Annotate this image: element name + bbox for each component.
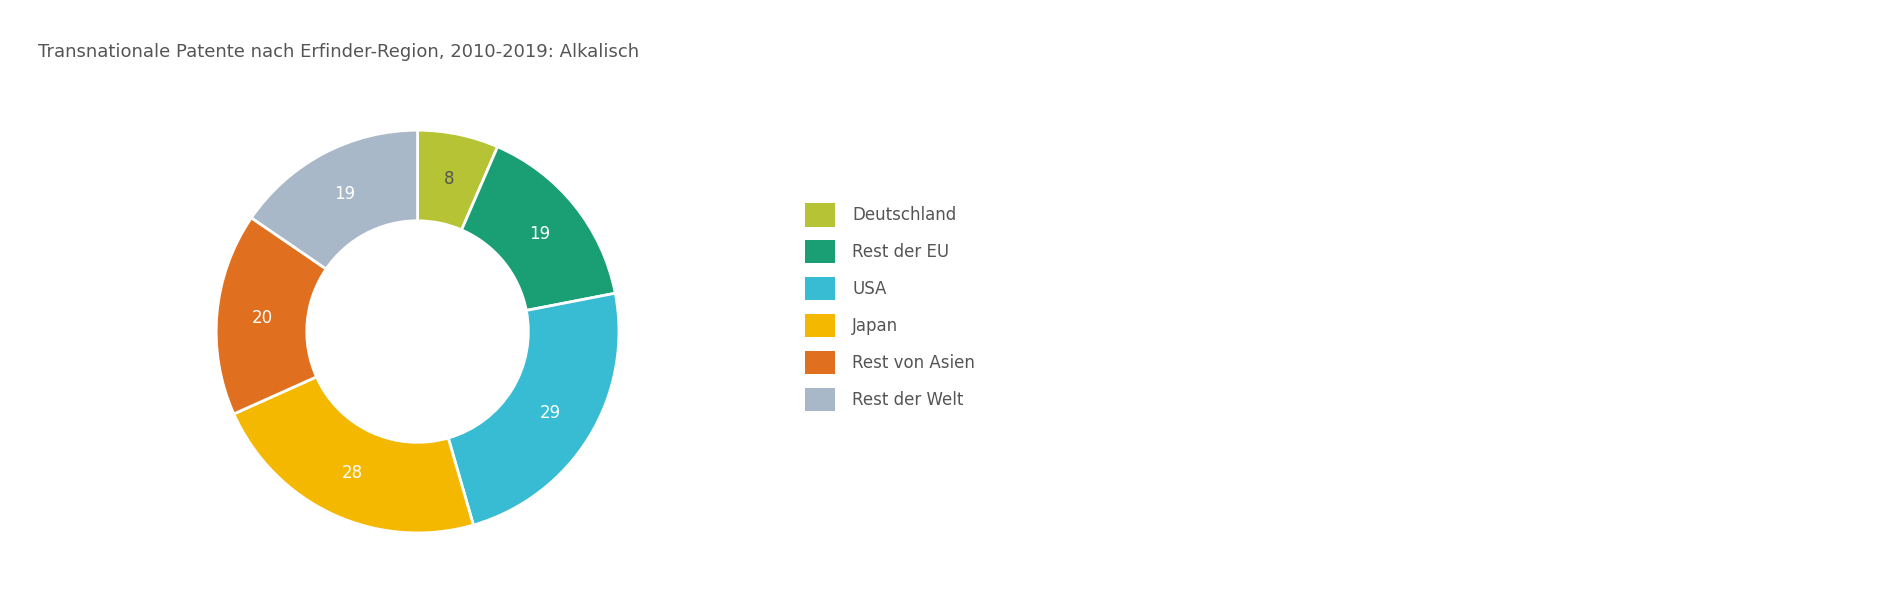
Text: Transnationale Patente nach Erfinder-Region, 2010-2019: Alkalisch: Transnationale Patente nach Erfinder-Reg… bbox=[38, 43, 640, 61]
Text: 28: 28 bbox=[342, 464, 363, 482]
Text: 19: 19 bbox=[334, 184, 355, 203]
Wedge shape bbox=[233, 377, 473, 533]
Wedge shape bbox=[461, 147, 615, 311]
Wedge shape bbox=[448, 293, 619, 525]
Text: 19: 19 bbox=[530, 225, 550, 243]
Wedge shape bbox=[418, 130, 497, 230]
Text: 8: 8 bbox=[444, 169, 454, 188]
Legend: Deutschland, Rest der EU, USA, Japan, Rest von Asien, Rest der Welt: Deutschland, Rest der EU, USA, Japan, Re… bbox=[805, 203, 976, 411]
Text: 29: 29 bbox=[541, 404, 562, 422]
Text: 20: 20 bbox=[252, 309, 273, 327]
Wedge shape bbox=[251, 130, 418, 269]
Wedge shape bbox=[216, 218, 326, 414]
